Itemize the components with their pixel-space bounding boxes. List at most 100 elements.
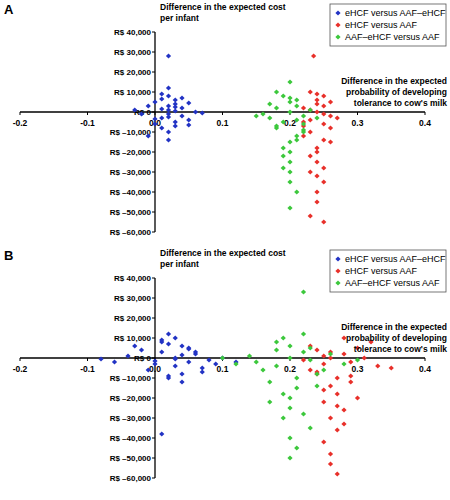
y-tick — [152, 278, 155, 279]
point — [152, 358, 157, 363]
point — [308, 367, 313, 372]
legend-box — [330, 4, 446, 46]
x-tick — [87, 358, 88, 361]
point — [274, 123, 279, 128]
point — [206, 357, 211, 362]
legend: eHCF versus AAF–eHCFeHCF versus AAFAAF–e… — [330, 4, 446, 46]
point — [193, 349, 198, 354]
y-tick — [152, 132, 155, 133]
point — [287, 109, 292, 114]
point — [294, 137, 299, 142]
point — [274, 347, 279, 352]
point — [301, 127, 306, 132]
point — [166, 129, 171, 134]
point — [166, 331, 171, 336]
series — [98, 331, 238, 436]
legend-label: AAF–eHCF versus AAF — [345, 278, 440, 288]
y-tick-label: R$ –10,000 — [110, 128, 152, 137]
point — [281, 93, 286, 98]
y-tick-label: R$ –50,000 — [110, 208, 152, 217]
point — [132, 107, 137, 112]
y-tick-label: R$ 10,000 — [114, 334, 151, 343]
point — [281, 165, 286, 170]
point — [301, 349, 306, 354]
point — [281, 415, 286, 420]
point — [314, 189, 319, 194]
point — [308, 107, 313, 112]
point — [348, 379, 353, 384]
y-tick — [152, 112, 155, 113]
series — [132, 53, 205, 142]
point — [173, 363, 178, 368]
point — [314, 347, 319, 352]
legend-label: AAF–eHCF versus AAF — [345, 32, 440, 42]
point — [335, 375, 340, 380]
x-tick — [357, 112, 358, 115]
point — [294, 375, 299, 380]
point — [173, 355, 178, 360]
point — [159, 431, 164, 436]
point — [308, 107, 313, 112]
y-tick-label: R$ –40,000 — [110, 188, 152, 197]
y-tick — [152, 438, 155, 439]
point — [247, 353, 252, 358]
point — [152, 121, 157, 126]
point — [328, 139, 333, 144]
point — [166, 53, 171, 58]
point — [308, 213, 313, 218]
point — [328, 415, 333, 420]
point — [152, 99, 157, 104]
x-tick — [425, 112, 426, 115]
x-tick-label: 0.3 — [352, 118, 364, 128]
y-tick — [152, 458, 155, 459]
y-tick-label: R$ –10,000 — [110, 374, 152, 383]
point — [335, 391, 340, 396]
point — [173, 123, 178, 128]
x-tick — [87, 112, 88, 115]
point — [287, 405, 292, 410]
series — [254, 79, 320, 210]
point — [335, 427, 340, 432]
legend-label: eHCF versus AAF — [345, 20, 418, 30]
x-axis-title: Difference in the expectedprobability of… — [341, 322, 447, 354]
point — [287, 343, 292, 348]
point — [166, 114, 171, 119]
point — [139, 347, 144, 352]
point — [146, 103, 151, 108]
y-tick-label: R$ –30,000 — [110, 168, 152, 177]
point — [186, 345, 191, 350]
point — [301, 331, 306, 336]
point — [281, 119, 286, 124]
point — [294, 103, 299, 108]
point — [308, 153, 313, 158]
y-axis-title: Difference in the expected costper infan… — [160, 2, 286, 23]
y-tick-label: R$ –60,000 — [110, 474, 152, 483]
point — [159, 91, 164, 96]
point — [220, 355, 225, 360]
point — [254, 113, 259, 118]
point — [159, 106, 164, 111]
point — [186, 346, 191, 351]
point — [166, 103, 171, 108]
point — [321, 93, 326, 98]
point — [173, 104, 178, 109]
point — [166, 373, 171, 378]
point — [341, 421, 346, 426]
point — [308, 117, 313, 122]
legend-label: eHCF versus AAF–eHCF — [345, 254, 446, 264]
legend-marker — [335, 22, 340, 27]
point — [328, 461, 333, 466]
point — [321, 353, 326, 358]
point — [287, 205, 292, 210]
x-tick-label: 0.2 — [284, 364, 296, 374]
x-tick-label: 0.3 — [352, 364, 364, 374]
point — [348, 373, 353, 378]
y-tick-label: R$ 30,000 — [114, 294, 151, 303]
point — [267, 379, 272, 384]
legend-marker — [335, 280, 340, 285]
point — [301, 105, 306, 110]
point — [281, 153, 286, 158]
point — [287, 355, 292, 360]
point — [260, 111, 265, 116]
point — [267, 399, 272, 404]
